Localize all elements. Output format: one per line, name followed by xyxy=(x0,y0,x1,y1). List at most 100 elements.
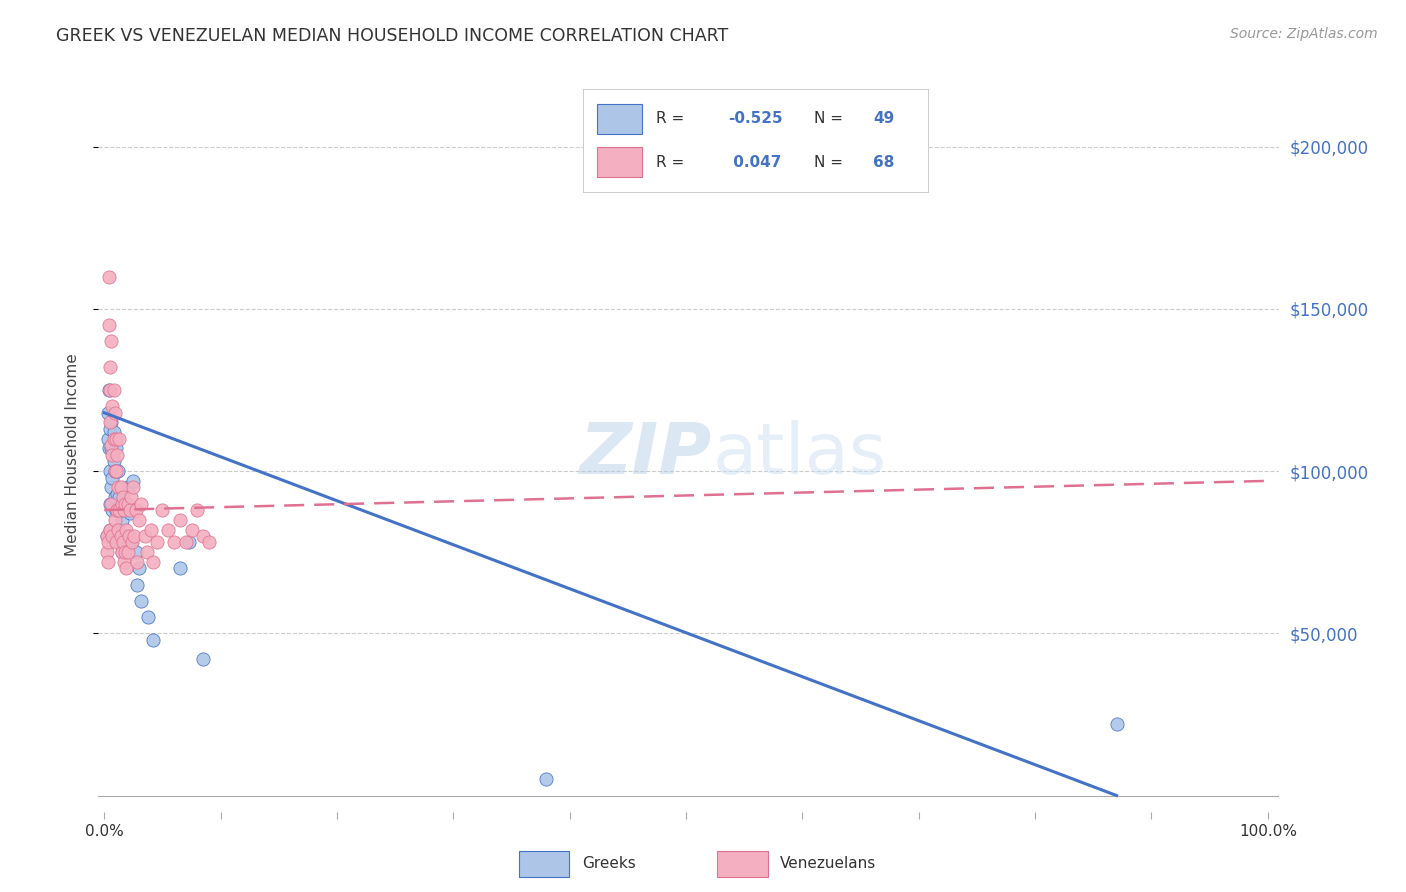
Point xyxy=(111,535,134,549)
Text: 49: 49 xyxy=(873,112,894,127)
Point xyxy=(191,529,214,543)
Text: N =: N = xyxy=(814,112,844,127)
Point xyxy=(122,480,145,494)
Point xyxy=(124,545,146,559)
Point xyxy=(120,535,142,549)
Point xyxy=(110,480,132,494)
Point xyxy=(114,497,136,511)
Point xyxy=(118,506,141,520)
Text: atlas: atlas xyxy=(713,420,887,490)
Point xyxy=(134,529,156,543)
Text: 68: 68 xyxy=(873,154,894,169)
Point xyxy=(98,383,121,397)
Point xyxy=(107,464,129,478)
Point xyxy=(157,523,180,537)
Point xyxy=(108,535,131,549)
Point xyxy=(121,535,143,549)
Point xyxy=(110,503,132,517)
Point xyxy=(108,503,131,517)
Y-axis label: Median Household Income: Median Household Income xyxy=(65,353,80,557)
Point xyxy=(118,503,141,517)
Point xyxy=(100,480,122,494)
Text: N =: N = xyxy=(814,154,844,169)
Point xyxy=(124,529,146,543)
Point xyxy=(104,464,127,478)
Point xyxy=(128,513,150,527)
Point xyxy=(117,529,139,543)
Text: Venezuelans: Venezuelans xyxy=(780,855,876,871)
Point xyxy=(152,503,174,517)
Point xyxy=(136,545,159,559)
Text: R =: R = xyxy=(655,112,685,127)
Text: R =: R = xyxy=(655,154,685,169)
Point xyxy=(98,497,121,511)
Point xyxy=(104,406,127,420)
Point xyxy=(536,772,558,787)
Point xyxy=(122,474,145,488)
Point xyxy=(142,555,165,569)
Point xyxy=(179,535,201,549)
Point xyxy=(169,561,191,575)
Point xyxy=(105,448,128,462)
Point xyxy=(114,497,136,511)
Point xyxy=(118,529,141,543)
Text: GREEK VS VENEZUELAN MEDIAN HOUSEHOLD INCOME CORRELATION CHART: GREEK VS VENEZUELAN MEDIAN HOUSEHOLD INC… xyxy=(56,27,728,45)
Point xyxy=(124,503,146,517)
Point xyxy=(198,535,221,549)
Point xyxy=(100,334,122,349)
Point xyxy=(105,503,128,517)
Point xyxy=(112,555,135,569)
Point xyxy=(115,561,138,575)
Point xyxy=(139,523,162,537)
Point xyxy=(111,545,134,559)
FancyBboxPatch shape xyxy=(717,851,768,877)
Point xyxy=(107,480,129,494)
Point xyxy=(111,513,134,527)
Point xyxy=(125,577,148,591)
Point xyxy=(114,545,136,559)
FancyBboxPatch shape xyxy=(598,146,643,178)
Point xyxy=(100,497,122,511)
Point xyxy=(110,529,132,543)
Point xyxy=(104,464,127,478)
Point xyxy=(98,416,121,430)
Point xyxy=(104,503,127,517)
Point xyxy=(104,490,127,504)
FancyBboxPatch shape xyxy=(519,851,569,877)
Point xyxy=(111,545,134,559)
Point xyxy=(117,480,139,494)
Point xyxy=(111,503,134,517)
Point xyxy=(101,529,124,543)
Point xyxy=(96,545,118,559)
Point xyxy=(98,464,121,478)
Point xyxy=(105,487,128,501)
Text: -0.525: -0.525 xyxy=(728,112,783,127)
Point xyxy=(104,513,127,527)
Point xyxy=(104,535,127,549)
Point xyxy=(103,432,125,446)
Point xyxy=(103,454,125,468)
Point xyxy=(97,383,120,397)
Point xyxy=(103,425,125,440)
Point xyxy=(115,523,138,537)
Point xyxy=(186,503,208,517)
Point xyxy=(100,442,122,456)
Point xyxy=(120,490,142,504)
Point xyxy=(97,535,120,549)
Point xyxy=(128,561,150,575)
Point xyxy=(108,432,131,446)
Point xyxy=(112,503,135,517)
Point xyxy=(138,610,160,624)
Point xyxy=(101,448,124,462)
Point xyxy=(104,529,127,543)
FancyBboxPatch shape xyxy=(598,103,643,135)
Point xyxy=(96,529,118,543)
Point xyxy=(101,470,124,484)
Point xyxy=(111,497,134,511)
Point xyxy=(98,360,121,375)
Point xyxy=(125,555,148,569)
Point xyxy=(1105,717,1128,731)
Point xyxy=(107,523,129,537)
Point xyxy=(191,652,214,666)
Point xyxy=(163,535,186,549)
